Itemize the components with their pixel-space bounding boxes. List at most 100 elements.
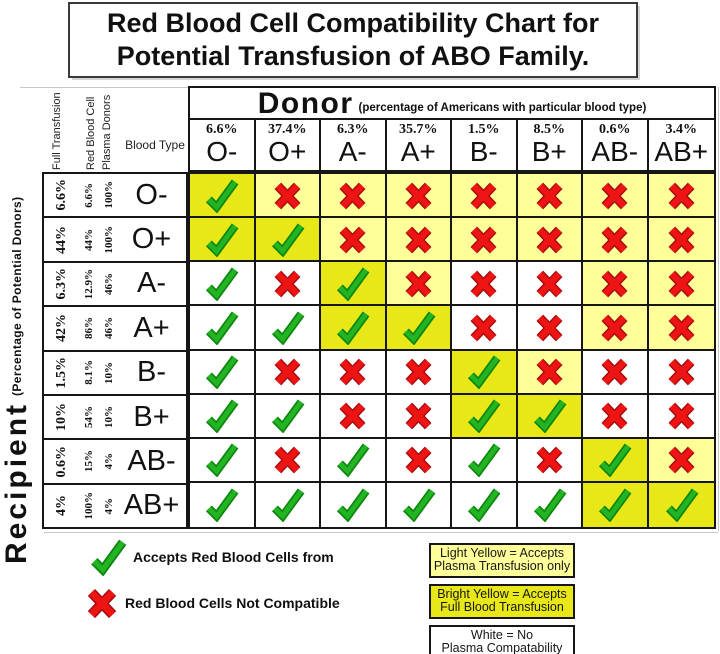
x-icon bbox=[84, 586, 120, 620]
check-icon bbox=[88, 538, 128, 576]
recipient-plasma-pct: 46% bbox=[103, 317, 115, 340]
x-icon bbox=[536, 446, 563, 474]
x-icon bbox=[536, 270, 563, 298]
donor-pct: 6.3% bbox=[337, 122, 369, 137]
cell-O+-O+ bbox=[255, 218, 321, 263]
donor-header-AB+: 3.4% AB+ bbox=[649, 120, 715, 170]
recipient-rbc-pct-cell: 6.6% bbox=[80, 174, 98, 216]
cell-O--B+ bbox=[517, 174, 583, 219]
recipient-full-pct: 0.6% bbox=[54, 445, 69, 478]
check-icon bbox=[337, 311, 370, 345]
recipient-plasma-pct-cell: 100% bbox=[98, 218, 120, 260]
recipient-type: B+ bbox=[133, 400, 170, 433]
cell-O+-O- bbox=[190, 218, 256, 263]
cell-AB--O- bbox=[190, 438, 256, 483]
check-icon bbox=[206, 399, 239, 434]
check-icon bbox=[206, 355, 239, 390]
cell-O--O- bbox=[190, 174, 256, 219]
cell-O--AB+ bbox=[648, 174, 714, 219]
donor-pct: 1.5% bbox=[468, 122, 500, 137]
recipient-header-B+: 10% 54% 10% B+ bbox=[44, 396, 186, 441]
check-icon bbox=[402, 311, 436, 345]
cell-B+-O+ bbox=[255, 394, 321, 439]
recipient-full-pct-cell: 1.5% bbox=[44, 352, 80, 394]
x-icon bbox=[274, 446, 301, 474]
recipient-type: AB+ bbox=[123, 489, 180, 522]
legend-box-light: Light Yellow = Accepts Plasma Transfusion… bbox=[429, 543, 575, 578]
check-icon bbox=[206, 311, 239, 345]
recipient-plasma-pct: 4% bbox=[103, 497, 115, 515]
x-icon bbox=[601, 314, 628, 342]
recipient-axis-sublabel: (Percentage of Potential Donors) bbox=[10, 196, 24, 396]
x-icon bbox=[274, 182, 301, 209]
x-icon bbox=[601, 270, 628, 298]
recipient-type: AB- bbox=[127, 444, 176, 477]
cell-A--O- bbox=[190, 262, 256, 307]
x-icon bbox=[601, 402, 628, 430]
check-icon bbox=[206, 488, 239, 523]
donor-pct: 35.7% bbox=[399, 122, 438, 137]
full-transfusion-column-label: Full Transfusion bbox=[51, 92, 63, 170]
cell-AB+-AB- bbox=[583, 482, 649, 527]
recipient-header-B-: 1.5% 8.1% 10% B- bbox=[44, 352, 186, 396]
x-icon bbox=[405, 402, 432, 430]
recipient-header-AB+: 4% 100% 4% AB+ bbox=[44, 485, 186, 527]
check-icon bbox=[337, 443, 370, 478]
recipient-rbc-pct-cell: 44% bbox=[80, 218, 98, 260]
frame-line-right bbox=[718, 87, 719, 531]
cell-AB--B- bbox=[452, 438, 518, 483]
legend-color-boxes: Light Yellow = Accepts Plasma Transfusion… bbox=[429, 543, 575, 654]
cell-O+-A+ bbox=[386, 218, 452, 263]
cell-B--B+ bbox=[517, 350, 583, 395]
donor-pct: 8.5% bbox=[533, 122, 566, 137]
x-icon bbox=[405, 446, 432, 474]
cell-AB--O+ bbox=[255, 438, 321, 483]
x-icon bbox=[470, 182, 497, 209]
donor-axis-header: Donor (percentage of Americans with part… bbox=[188, 86, 716, 119]
recipient-axis-label: Recipient bbox=[0, 401, 33, 564]
recipient-plasma-pct: 4% bbox=[103, 453, 115, 470]
x-icon bbox=[339, 226, 366, 254]
donor-pct: 37.4% bbox=[268, 122, 307, 137]
x-icon bbox=[405, 226, 432, 254]
donor-type: O- bbox=[206, 136, 238, 167]
x-icon bbox=[470, 226, 497, 254]
recipient-plasma-pct-cell: 46% bbox=[98, 307, 120, 349]
check-icon bbox=[533, 399, 567, 434]
recipient-plasma-pct-cell: 4% bbox=[98, 485, 120, 527]
donor-type: A- bbox=[338, 136, 367, 167]
legend-box-line1: Light Yellow = Accepts bbox=[439, 546, 565, 560]
recipient-header-O-: 6.6% 6.6% 100% O- bbox=[44, 174, 186, 219]
cell-B--B- bbox=[452, 350, 518, 395]
recipient-rbc-pct: 44% bbox=[83, 228, 95, 251]
legend-box-line2: Full Blood Transfusion bbox=[440, 600, 564, 614]
cell-B+-B- bbox=[452, 394, 518, 439]
cell-O--B- bbox=[452, 174, 518, 219]
check-icon bbox=[337, 488, 370, 523]
cell-B+-B+ bbox=[517, 394, 583, 439]
cell-O+-A- bbox=[321, 218, 387, 263]
check-icon bbox=[468, 488, 501, 523]
cell-O+-B- bbox=[452, 218, 518, 263]
frame-line-bottom bbox=[44, 532, 718, 533]
x-icon bbox=[87, 588, 117, 619]
cell-A+-A+ bbox=[386, 306, 452, 351]
cell-A--O+ bbox=[255, 262, 321, 307]
x-icon bbox=[470, 270, 497, 298]
cell-A--B- bbox=[452, 262, 518, 307]
recipient-rbc-pct: 15% bbox=[83, 450, 95, 473]
recipient-plasma-pct: 10% bbox=[103, 361, 115, 384]
recipient-full-pct: 44% bbox=[54, 225, 69, 254]
x-icon bbox=[668, 314, 695, 342]
recipient-rbc-pct-cell: 15% bbox=[80, 440, 98, 482]
donor-header-O+: 37.4% O+ bbox=[256, 120, 321, 170]
cell-A+-O+ bbox=[255, 306, 321, 351]
recipient-plasma-pct: 10% bbox=[103, 406, 115, 429]
check-icon bbox=[206, 267, 239, 301]
x-icon bbox=[536, 226, 563, 254]
donor-pct: 6.6% bbox=[206, 122, 238, 137]
cell-AB+-B+ bbox=[517, 482, 583, 527]
recipient-rbc-pct: 12.9% bbox=[83, 268, 95, 300]
frame-line-top bbox=[20, 87, 188, 88]
check-icon bbox=[665, 488, 699, 523]
